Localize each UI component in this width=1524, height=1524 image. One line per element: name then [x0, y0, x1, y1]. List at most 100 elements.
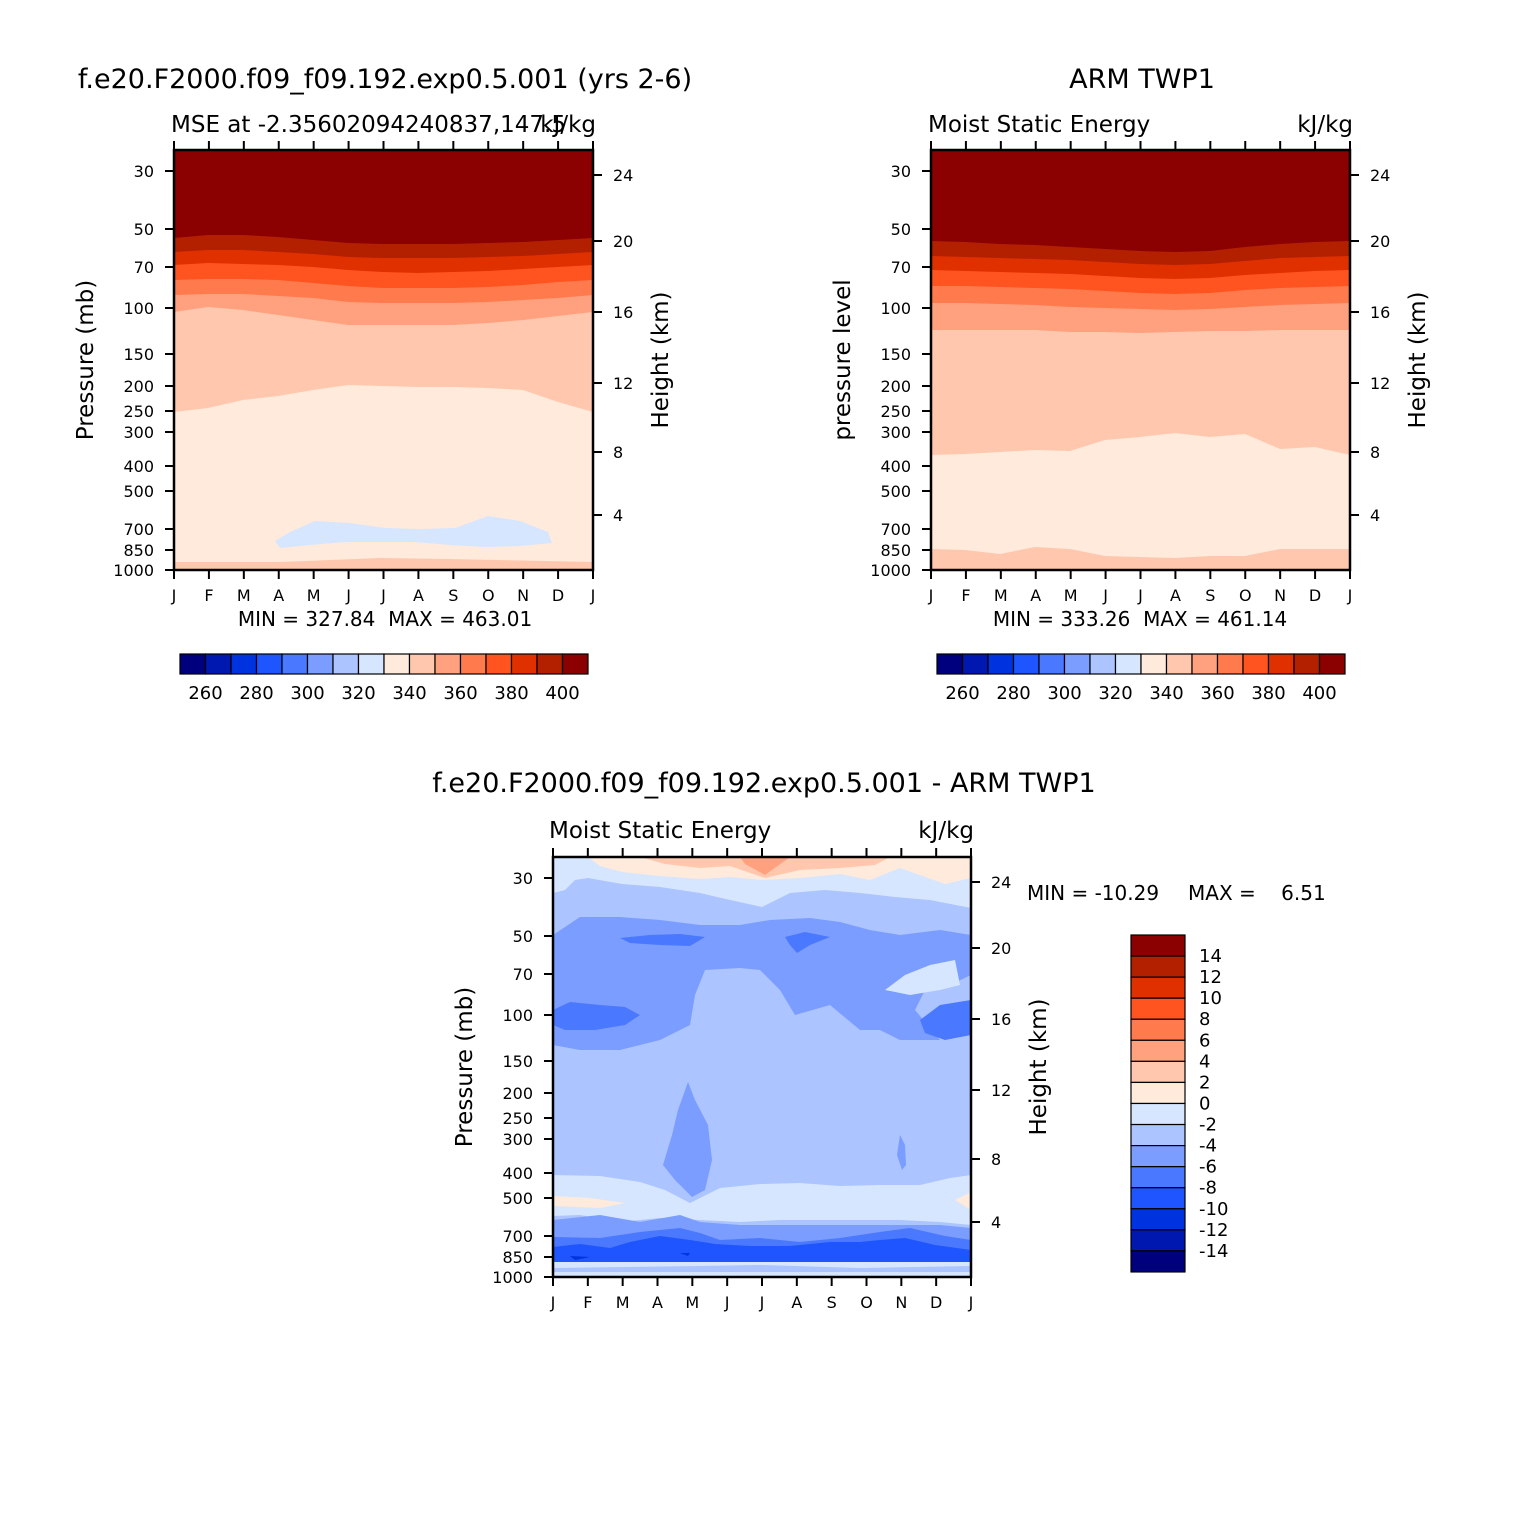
panel-diff-stats-max: MAX = 6.51 [1188, 881, 1326, 905]
panel-obs-ytick-label: 400 [880, 457, 911, 476]
panel-model-colorbar-box [485, 653, 513, 675]
panel-obs-colorbar-box [1165, 653, 1193, 675]
panel-obs-xtick-label: A [1030, 586, 1041, 605]
panel-model-colorbar-box [536, 653, 564, 675]
panel-model-colorbar-box [459, 653, 487, 675]
panel-model-colorbar-label: 300 [290, 683, 324, 704]
panel-model: f.e20.F2000.f09_f09.192.exp0.5.001 (yrs … [78, 64, 692, 572]
panel-obs-y2tick-label: 12 [1370, 374, 1390, 393]
panel-model-y2tick-label: 20 [613, 232, 633, 251]
panel-obs-ytick-label: 30 [891, 162, 911, 181]
panel-model-left-label: MSE at -2.35602094240837,147.5 [171, 112, 566, 138]
panel-diff-colorbar-label: -10 [1199, 1199, 1228, 1220]
panel-obs-ytick-label: 500 [880, 482, 911, 501]
diff-band-upper-dark1 [553, 1002, 640, 1030]
panel-model-colorbar-box [332, 653, 360, 675]
panel-diff-colorbar-box [1130, 1187, 1186, 1210]
panel-diff-colorbar-box [1130, 976, 1186, 999]
axes-layer: J F M A M J J A S O N D J305070100150200250300400500… [73, 141, 1431, 1312]
panel-obs-colorbar-label: 320 [1098, 683, 1132, 704]
panel-obs-ytick-label: 200 [880, 377, 911, 396]
panel-obs-field [931, 150, 1350, 570]
panel-diff-colorbar-label: 2 [1199, 1072, 1210, 1093]
panel-obs-ytick-label: 250 [880, 402, 911, 421]
panel-diff-xtick-label: J [759, 1293, 765, 1312]
panel-obs-colorbar-box [1140, 653, 1168, 675]
panel-model-ytick-label: 30 [134, 162, 154, 181]
panel-diff-axes: J F M A M J J A S O N D J 30 50 70 100 150 200 250 300 400 500… [452, 848, 1052, 1312]
panel-model-xtick-label: N [517, 586, 529, 605]
panel-model-colorbar-box [383, 653, 411, 675]
panel-obs-y2tick-label: 20 [1370, 232, 1390, 251]
panel-obs-colorbar-box [1216, 653, 1244, 675]
panel-diff-ytick-label: 200 [502, 1084, 533, 1103]
diff-band-top-pos3 [740, 857, 790, 875]
panel-diff-ylabel: Pressure (mb) [452, 987, 478, 1147]
diff-band-upper-mid-gap [885, 960, 960, 995]
panel-obs-xtick-label: J [928, 586, 934, 605]
panel-model-y2label: Height (km) [648, 291, 674, 428]
panel-obs-xtick-label: N [1274, 586, 1286, 605]
panel-obs-xtick-label: M [1064, 586, 1078, 605]
panel-model-stats: MIN = 327.84 MAX = 463.01 [238, 607, 532, 631]
panel-diff-colorbar-label: 14 [1199, 946, 1222, 967]
diff-band-low-darker [553, 1236, 971, 1262]
panel-obs-ytick-label: 1000 [870, 561, 911, 580]
panel-diff-ytick-label: 850 [502, 1248, 533, 1267]
panel-diff-colorbar-box [1130, 1123, 1186, 1147]
panel-diff-y2label: Height (km) [1026, 998, 1052, 1135]
panel-model-colorbar-label: 400 [545, 683, 579, 704]
panel-model-y2tick-label: 4 [613, 506, 623, 525]
panel-model-colorbar-box [561, 653, 589, 675]
panel-model-title: f.e20.F2000.f09_f09.192.exp0.5.001 (yrs … [78, 64, 692, 95]
panel-diff-y2tick-label: 16 [991, 1010, 1011, 1029]
panel-obs-xtick-label: S [1205, 586, 1215, 605]
panel-obs-ytick-label: 50 [891, 220, 911, 239]
panel-diff-colorbar-box [1130, 955, 1186, 978]
panel-obs-colorbar-box [1318, 653, 1346, 675]
panel-model-xtick-label: S [448, 586, 458, 605]
panel-diff-xtick-label: J [968, 1293, 974, 1312]
panel-model-colorbar-box [434, 653, 462, 675]
panel-model-colorbar-label: 380 [494, 683, 528, 704]
panel-diff-colorbar-label: -12 [1199, 1220, 1228, 1241]
panel-model-xtick-label: M [237, 586, 251, 605]
panel-obs-colorbar-box [1089, 653, 1117, 675]
panel-obs-ylabel: pressure level [830, 279, 856, 440]
panel-diff-ytick-label: 150 [502, 1052, 533, 1071]
panel-diff-colorbar-label: 12 [1199, 967, 1222, 988]
panel-diff-colorbar-label: -8 [1199, 1178, 1217, 1199]
panel-diff-field [553, 857, 971, 1277]
panel-diff-colorbar-box [1130, 1018, 1186, 1041]
panel-model-ytick-label: 400 [123, 457, 154, 476]
panel-model-colorbar-box [510, 653, 538, 675]
panel-obs-colorbar-box [961, 653, 989, 675]
panel-model-ytick-label: 50 [134, 220, 154, 239]
panel-diff: f.e20.F2000.f09_f09.192.exp0.5.001 - ARM… [432, 768, 1326, 1279]
panel-diff-colorbar-label: 6 [1199, 1030, 1210, 1051]
panel-diff-colorbar-box [1130, 1102, 1186, 1126]
panel-obs-axes: J F M A M J J A S O N D J 30 50 70 100 150 200 250 300 400 500… [830, 141, 1431, 605]
panel-model-ylabel: Pressure (mb) [73, 280, 99, 440]
panel-diff-xtick-label: O [860, 1293, 873, 1312]
panel-model-xtick-label: O [482, 586, 495, 605]
panel-obs-colorbar-label: 280 [996, 683, 1030, 704]
panel-diff-xtick-label: M [685, 1293, 699, 1312]
panel-obs-y2tick-label: 4 [1370, 506, 1380, 525]
panel-obs-colorbar-label: 400 [1302, 683, 1336, 704]
panel-obs-colorbar-box [1063, 653, 1091, 675]
diff-band-upper-dark3 [785, 932, 830, 953]
panel-diff-colorbar-box [1130, 997, 1186, 1020]
panel-model-xtick-label: J [380, 586, 386, 605]
panel-obs-colorbar-label: 260 [945, 683, 979, 704]
diff-band-column [663, 1082, 712, 1197]
panel-obs-colorbar-label: 340 [1149, 683, 1183, 704]
panel-model-colorbar-label: 340 [392, 683, 426, 704]
diff-band-column2 [897, 1135, 906, 1170]
panel-diff-ytick-label: 500 [502, 1189, 533, 1208]
panel-diff-xtick-label: D [930, 1293, 942, 1312]
panel-model-xtick-label: M [307, 586, 321, 605]
panel-model-ytick-label: 150 [123, 345, 154, 364]
panel-model-y2tick-label: 24 [613, 166, 633, 185]
